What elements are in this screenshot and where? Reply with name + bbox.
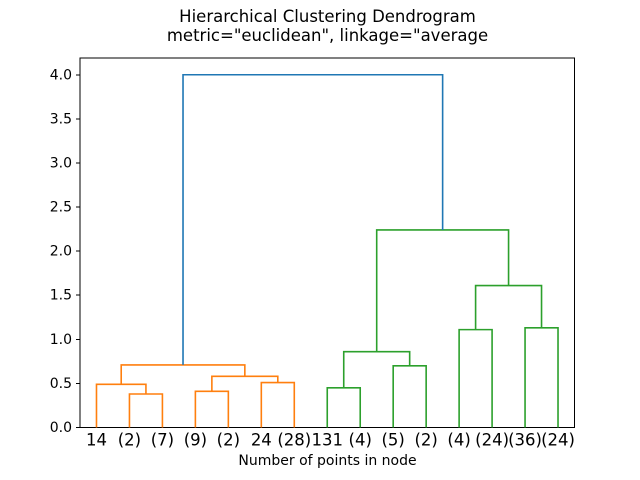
dendrogram-link-green (392, 364, 427, 428)
y-tick-label: 3.0 (50, 155, 72, 171)
x-tick-label: (7) (151, 431, 174, 450)
x-tick-label: (28) (277, 431, 311, 450)
x-tick-label: (2) (118, 431, 141, 450)
x-tick-label: 14 (86, 431, 107, 450)
x-tick-label: (2) (217, 431, 240, 450)
dendrogram-link-orange (194, 390, 230, 428)
axes-frame (79, 57, 575, 428)
y-tick-label: 4.0 (50, 67, 72, 83)
x-axis-label: Number of points in node (238, 453, 417, 469)
dendrogram-link-orange (128, 393, 164, 428)
dendrogram-link-green (375, 229, 510, 352)
y-tick-label: 2.5 (50, 200, 72, 216)
dendrogram-link-green (474, 284, 543, 330)
x-tick-label: 24 (251, 431, 272, 450)
dendrogram-link-green (326, 387, 362, 428)
dendrogram-link-blue (182, 73, 444, 365)
dendrogram-link-green (524, 327, 559, 428)
y-tick-label: 1.0 (50, 332, 72, 348)
x-tick-label: (9) (184, 431, 207, 450)
x-tick-label: (4) (447, 431, 470, 450)
x-tick-label: 131 (312, 431, 344, 450)
chart-title: Hierarchical Clustering Dendrogram (179, 7, 476, 26)
chart-title-block: Hierarchical Clustering Dendrogram metri… (80, 7, 575, 45)
y-tick-label: 0.0 (50, 420, 72, 436)
y-tick-label: 0.5 (50, 376, 72, 392)
x-tick-label: (2) (414, 431, 437, 450)
x-tick-label: (24) (475, 431, 509, 450)
dendrogram-link-green (458, 328, 493, 428)
x-tick-label: (4) (349, 431, 372, 450)
chart-subtitle: metric="euclidean", linkage="average (166, 26, 489, 45)
y-tick-label: 2.0 (50, 244, 72, 260)
dendrogram-link-orange (211, 375, 279, 392)
y-tick-label: 1.5 (50, 288, 72, 304)
x-tick-label: (24) (541, 431, 575, 450)
y-tick-label: 3.5 (50, 111, 72, 127)
dendrogram-link-orange (95, 383, 147, 428)
dendrogram-link-green (342, 350, 411, 388)
dendrogram-link-orange (120, 364, 246, 385)
x-tick-label: (36) (508, 431, 542, 450)
x-tick-label: (5) (381, 431, 404, 450)
dendrogram-link-orange (260, 381, 296, 428)
